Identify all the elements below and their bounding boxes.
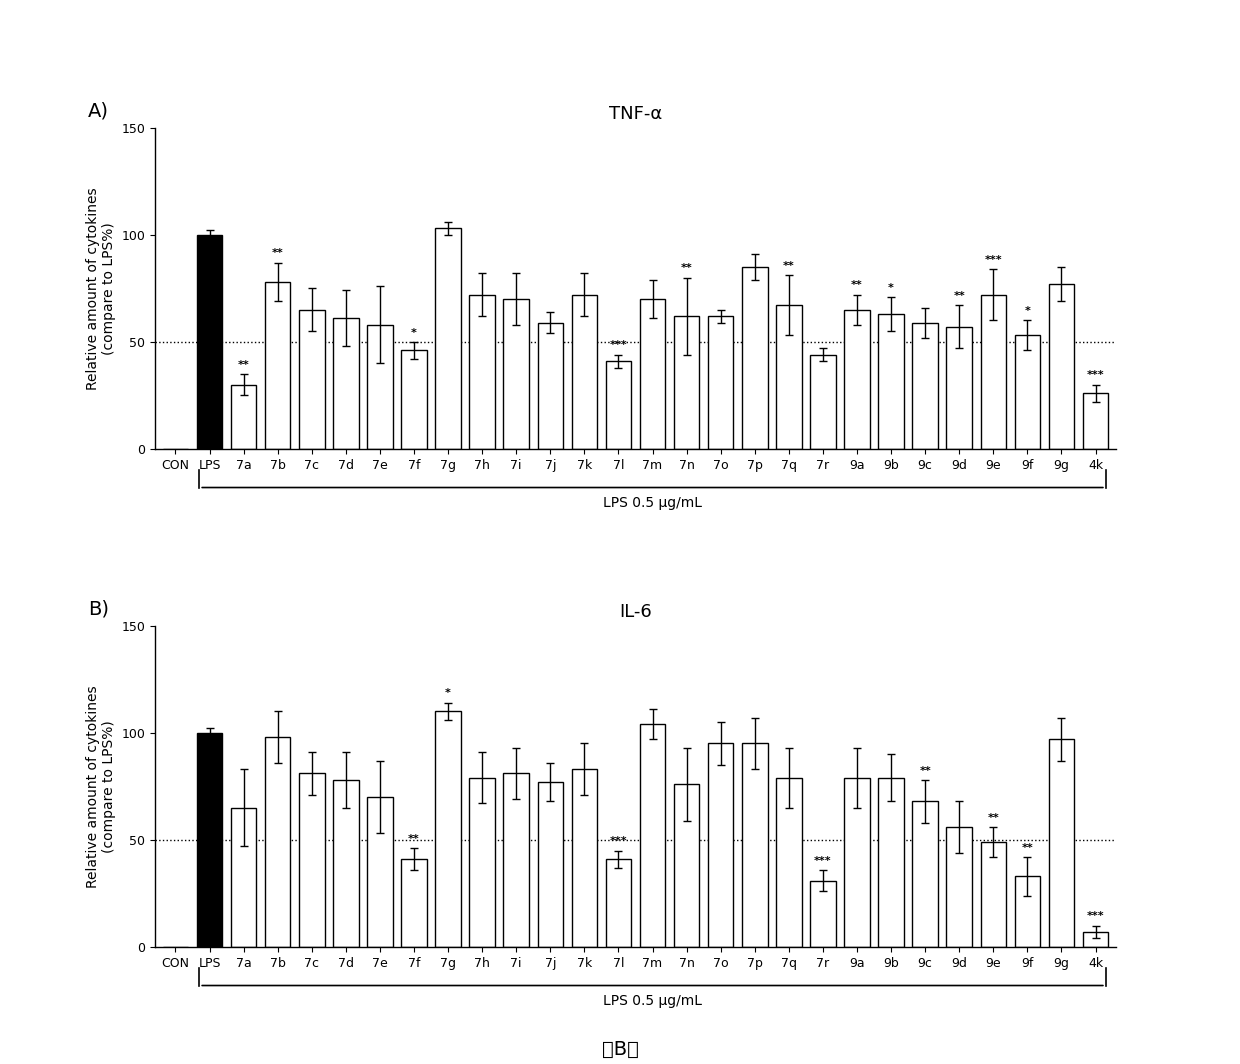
- Text: LPS 0.5 μg/mL: LPS 0.5 μg/mL: [603, 994, 702, 1008]
- Text: ***: ***: [1086, 911, 1105, 921]
- Text: **: **: [238, 360, 249, 369]
- Bar: [708, 316, 734, 449]
- Bar: [913, 322, 937, 449]
- Bar: [776, 778, 801, 947]
- Text: **: **: [272, 248, 284, 259]
- Text: **: **: [954, 292, 965, 301]
- Bar: [878, 778, 904, 947]
- Bar: [673, 316, 699, 449]
- Bar: [367, 325, 393, 449]
- Y-axis label: Relative amount of cytokines
(compare to LPS%): Relative amount of cytokines (compare to…: [86, 187, 115, 389]
- Bar: [470, 778, 495, 947]
- Text: **: **: [782, 261, 795, 271]
- Text: *: *: [445, 688, 451, 698]
- Text: LPS 0.5 μg/mL: LPS 0.5 μg/mL: [603, 496, 702, 510]
- Bar: [1049, 739, 1074, 947]
- Text: ***: ***: [1086, 370, 1105, 381]
- Bar: [470, 295, 495, 449]
- Bar: [844, 310, 869, 449]
- Text: **: **: [408, 834, 420, 844]
- Bar: [605, 361, 631, 449]
- Bar: [640, 299, 666, 449]
- Bar: [334, 318, 358, 449]
- Bar: [231, 808, 257, 947]
- Bar: [503, 774, 529, 947]
- Bar: [231, 385, 257, 449]
- Text: ***: ***: [610, 836, 627, 846]
- Bar: [537, 782, 563, 947]
- Text: B): B): [88, 600, 109, 619]
- Bar: [981, 842, 1006, 947]
- Bar: [946, 827, 972, 947]
- Bar: [1083, 932, 1109, 947]
- Text: **: **: [1022, 843, 1033, 852]
- Text: **: **: [851, 281, 863, 290]
- Bar: [334, 780, 358, 947]
- Bar: [572, 769, 598, 947]
- Y-axis label: Relative amount of cytokines
(compare to LPS%): Relative amount of cytokines (compare to…: [86, 685, 115, 887]
- Bar: [878, 314, 904, 449]
- Bar: [299, 774, 325, 947]
- Bar: [810, 354, 836, 449]
- Title: TNF-α: TNF-α: [609, 105, 662, 123]
- Text: ***: ***: [815, 855, 832, 866]
- Bar: [537, 322, 563, 449]
- Text: *: *: [888, 283, 894, 293]
- Bar: [776, 305, 801, 449]
- Bar: [402, 350, 427, 449]
- Text: （B）: （B）: [601, 1040, 639, 1059]
- Text: **: **: [987, 813, 999, 822]
- Bar: [844, 778, 869, 947]
- Bar: [742, 744, 768, 947]
- Bar: [673, 784, 699, 947]
- Bar: [981, 295, 1006, 449]
- Bar: [742, 267, 768, 449]
- Text: ***: ***: [985, 254, 1002, 265]
- Bar: [503, 299, 529, 449]
- Text: A): A): [88, 102, 109, 121]
- Text: **: **: [919, 766, 931, 776]
- Bar: [197, 733, 222, 947]
- Text: *: *: [1024, 306, 1030, 316]
- Bar: [640, 725, 666, 947]
- Title: IL-6: IL-6: [619, 603, 652, 621]
- Text: *: *: [410, 328, 417, 337]
- Bar: [435, 712, 461, 947]
- Bar: [367, 797, 393, 947]
- Bar: [1014, 335, 1040, 449]
- Bar: [1014, 877, 1040, 947]
- Bar: [605, 859, 631, 947]
- Bar: [402, 859, 427, 947]
- Bar: [265, 282, 290, 449]
- Bar: [299, 310, 325, 449]
- Text: **: **: [681, 263, 692, 273]
- Bar: [708, 744, 734, 947]
- Bar: [946, 327, 972, 449]
- Bar: [197, 235, 222, 449]
- Bar: [913, 801, 937, 947]
- Bar: [435, 229, 461, 449]
- Bar: [572, 295, 598, 449]
- Text: ***: ***: [610, 340, 627, 350]
- Bar: [265, 737, 290, 947]
- Bar: [1083, 394, 1109, 449]
- Bar: [810, 881, 836, 947]
- Bar: [1049, 284, 1074, 449]
